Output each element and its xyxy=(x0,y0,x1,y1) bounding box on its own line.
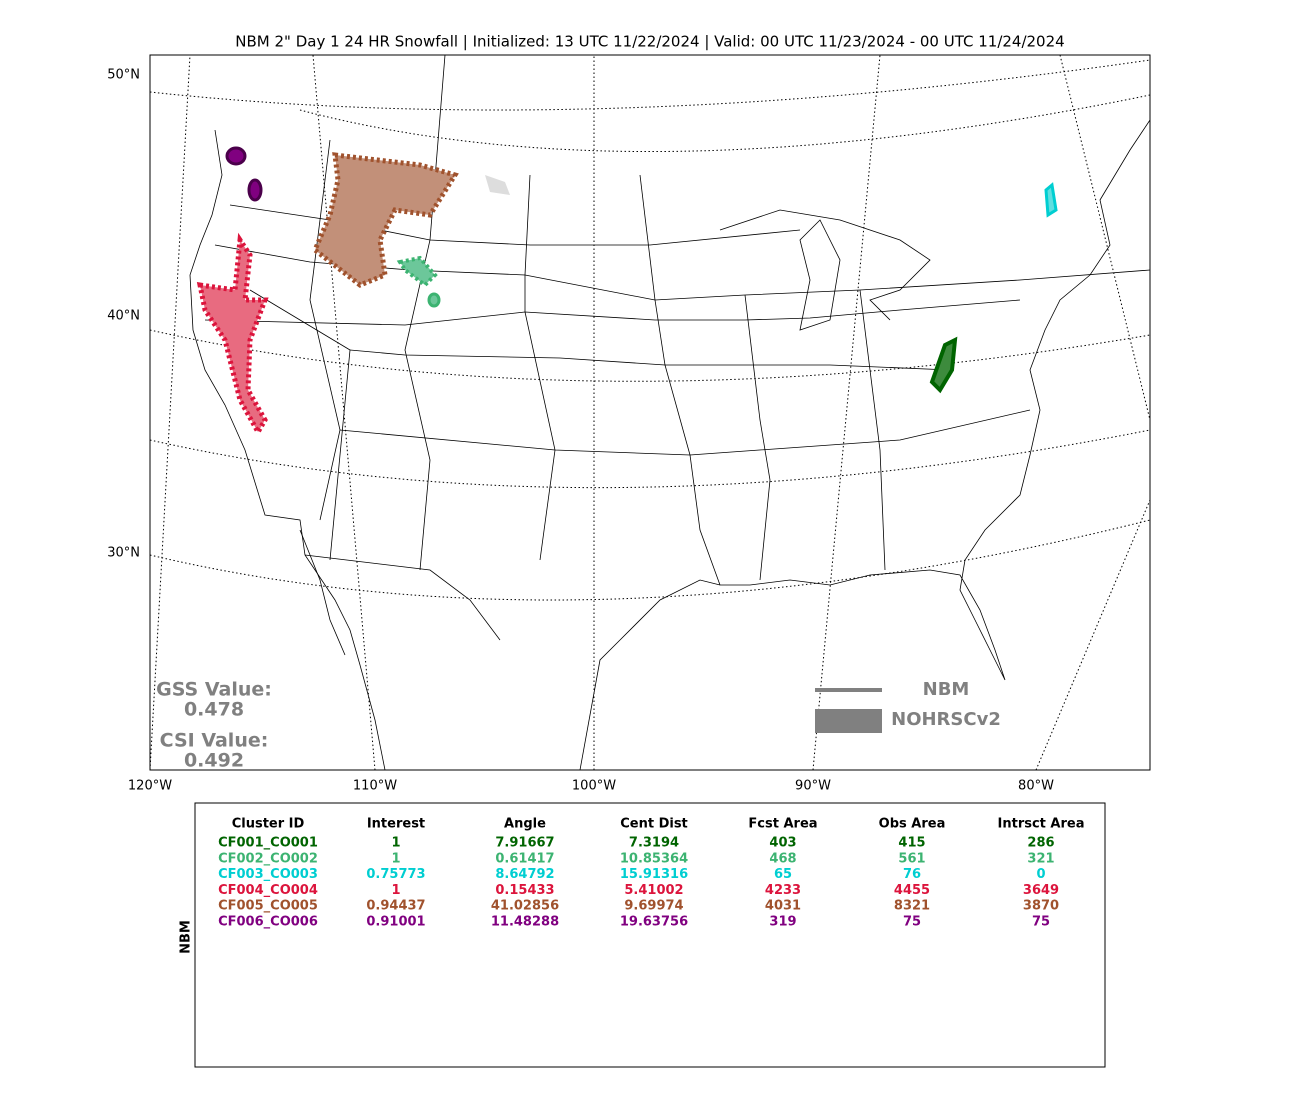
table-cell: CF003_CO003 xyxy=(218,867,318,882)
map-frame xyxy=(149,54,1151,771)
gss-label: GSS Value: xyxy=(156,679,272,701)
table-cell: 0.91001 xyxy=(366,915,425,930)
table-cell: 7.3194 xyxy=(629,836,679,851)
lon-label: 100°W xyxy=(572,779,616,794)
legend: NBM NOHRSCv2 xyxy=(815,679,1001,733)
table-header: Interest xyxy=(367,817,425,832)
table: Cluster ID Interest Angle Cent Dist Fcst Are… xyxy=(218,817,1084,930)
table-cell: 76 xyxy=(903,867,921,882)
table-cell: 8.64792 xyxy=(495,867,554,882)
table-cell: 9.69974 xyxy=(624,899,683,914)
table-cell: 4031 xyxy=(765,899,801,914)
table-cell: 561 xyxy=(898,851,925,866)
table-cell: 10.85364 xyxy=(620,851,688,866)
table-cell: CF002_CO002 xyxy=(218,851,318,866)
table-cell: CF006_CO006 xyxy=(218,915,318,930)
table-header: Cluster ID xyxy=(232,817,305,832)
table-cell: CF004_CO004 xyxy=(218,883,318,898)
table-header: Obs Area xyxy=(879,817,946,832)
title: NBM 2" Day 1 24 HR Snowfall | Initialize… xyxy=(235,33,1064,51)
table-cell: 0.75773 xyxy=(366,867,425,882)
csi-label: CSI Value: xyxy=(160,730,269,752)
table-cell: 0 xyxy=(1036,867,1045,882)
table-frame xyxy=(194,802,1106,1068)
table-side-label: NBM xyxy=(179,920,194,954)
lat-label: 40°N xyxy=(107,309,140,324)
gss-value: 0.478 xyxy=(184,699,244,721)
table-cell: 3870 xyxy=(1023,899,1059,914)
legend-forecast: NBM xyxy=(923,679,970,700)
table-cell: 468 xyxy=(769,851,796,866)
table-header: Cent Dist xyxy=(620,817,688,832)
axis-labels: 50°N 40°N 30°N 120°W 110°W 100°W 90°W 80°W xyxy=(107,68,1054,794)
table-cell: 11.48288 xyxy=(491,915,559,930)
table-cell: 403 xyxy=(769,836,796,851)
table-cell: 75 xyxy=(903,915,921,930)
lat-label: 30°N xyxy=(107,546,140,561)
table-cell: 1 xyxy=(391,836,400,851)
csi-value: 0.492 xyxy=(184,750,244,772)
table-cell: 8321 xyxy=(894,899,930,914)
table-cell: 415 xyxy=(898,836,925,851)
table-cell: 41.02856 xyxy=(491,899,559,914)
table-cell: 1 xyxy=(391,851,400,866)
table-cell: 19.63756 xyxy=(620,915,688,930)
table-cell: 319 xyxy=(769,915,796,930)
snow-clusters xyxy=(196,146,1058,438)
table-cell: 4455 xyxy=(894,883,930,898)
table-cell: 0.15433 xyxy=(495,883,554,898)
map: GSS Value: 0.478 CSI Value: 0.492 NBM NO… xyxy=(107,54,1151,794)
legend-patch xyxy=(815,709,882,733)
table-cell: 0.94437 xyxy=(366,899,425,914)
table-cell: 321 xyxy=(1027,851,1054,866)
table-cell: 1 xyxy=(391,883,400,898)
lon-label: 90°W xyxy=(795,779,831,794)
table-cell: 3649 xyxy=(1023,883,1059,898)
state-borders xyxy=(204,55,1150,641)
table-header: Angle xyxy=(504,817,546,832)
table-cell: 286 xyxy=(1027,836,1054,851)
lon-label: 120°W xyxy=(128,779,172,794)
lon-label: 110°W xyxy=(353,779,397,794)
table-cell: 7.91667 xyxy=(495,836,554,851)
legend-observed: NOHRSCv2 xyxy=(891,709,1001,730)
table-cell: 75 xyxy=(1032,915,1050,930)
table-cell: 0.61417 xyxy=(495,851,554,866)
table-cell: 4233 xyxy=(765,883,801,898)
scores: GSS Value: 0.478 CSI Value: 0.492 xyxy=(156,679,272,772)
lat-label: 50°N xyxy=(107,68,140,83)
table-cell: 15.91316 xyxy=(620,867,688,882)
graticule xyxy=(150,55,1150,770)
table-cell: 65 xyxy=(774,867,792,882)
table-cell: 5.41002 xyxy=(624,883,683,898)
table-cell: CF005_CO005 xyxy=(218,899,318,914)
lon-label: 80°W xyxy=(1018,779,1054,794)
table-header: Intrsct Area xyxy=(998,817,1085,832)
table-header: Fcst Area xyxy=(748,817,817,832)
table-cell: CF001_CO001 xyxy=(218,836,318,851)
